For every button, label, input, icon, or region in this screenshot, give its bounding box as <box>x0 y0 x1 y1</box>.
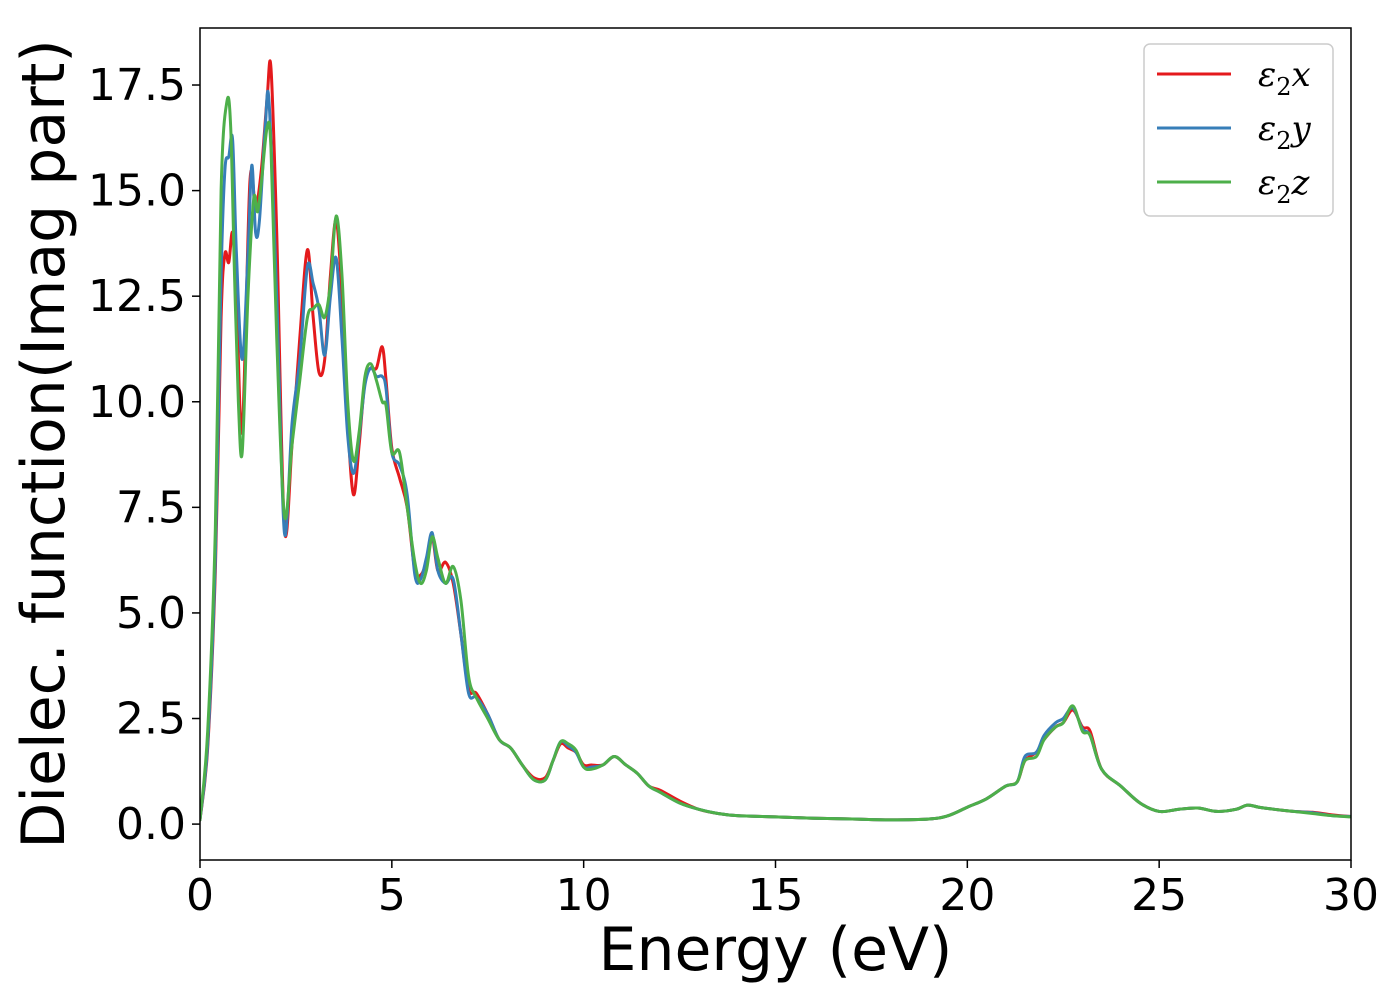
x-tick-label: 25 <box>1131 870 1187 921</box>
y-tick-label: 0.0 <box>116 799 186 850</box>
y-tick-label: 12.5 <box>88 271 186 322</box>
series-line-z <box>200 95 1351 822</box>
x-tick-label: 15 <box>748 870 804 921</box>
x-tick-label: 30 <box>1323 870 1379 921</box>
x-tick-label: 10 <box>556 870 612 921</box>
x-tick-label: 0 <box>186 870 214 921</box>
legend-entry-y: ε2y <box>1258 109 1312 155</box>
series-layer <box>200 59 1351 822</box>
x-tick-label: 20 <box>939 870 995 921</box>
y-axis-label: Dielec. function(Imag part) <box>9 39 79 849</box>
y-axis-ticks: 0.0 2.5 5.0 7.5 10.0 12.5 15.0 17.5 <box>88 60 200 850</box>
legend-box <box>1143 43 1334 217</box>
y-tick-label: 5.0 <box>116 588 186 639</box>
y-tick-label: 15.0 <box>88 166 186 217</box>
x-axis-label: Energy (eV) <box>599 915 953 985</box>
x-tick-label: 5 <box>378 870 406 921</box>
legend: ε2x ε2y ε2z <box>1143 43 1334 217</box>
legend-entry-z: ε2z <box>1258 163 1311 209</box>
y-tick-label: 2.5 <box>116 694 186 745</box>
x-axis-ticks: 0 5 10 15 20 25 30 <box>186 860 1379 921</box>
legend-entry-x: ε2x <box>1258 55 1311 101</box>
y-tick-label: 17.5 <box>88 60 186 111</box>
y-tick-label: 7.5 <box>116 482 186 533</box>
y-tick-label: 10.0 <box>88 377 186 428</box>
